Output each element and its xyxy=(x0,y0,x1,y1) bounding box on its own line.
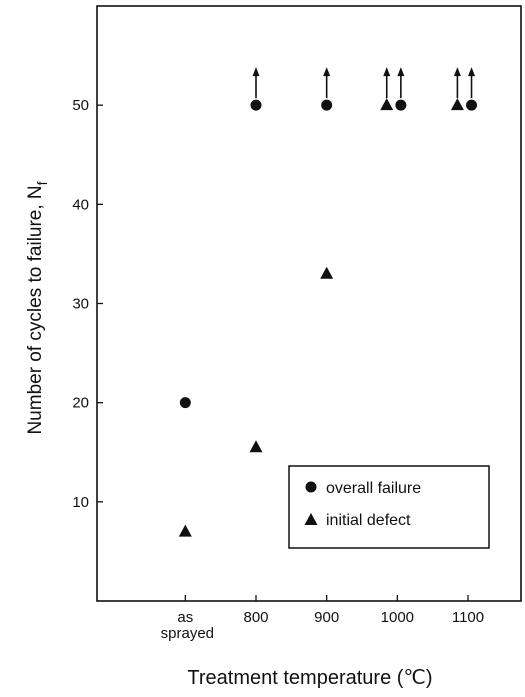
y-tick-label: 10 xyxy=(72,494,89,511)
runout-arrow-head xyxy=(252,67,260,77)
y-tick-label: 20 xyxy=(72,395,89,412)
runout-arrow-head xyxy=(468,67,476,77)
data-point-overall-failure xyxy=(250,99,262,111)
data-point-overall-failure xyxy=(466,99,478,111)
x-tick-label: 1000 xyxy=(381,609,414,626)
y-tick-label: 30 xyxy=(72,296,89,313)
y-axis-title-subscript: f xyxy=(34,181,50,185)
data-point-initial-defect xyxy=(320,266,334,279)
data-point-overall-failure xyxy=(321,99,333,111)
x-tick-label: 900 xyxy=(314,609,339,626)
y-tick-label: 50 xyxy=(72,97,89,114)
data-point-initial-defect xyxy=(450,98,464,111)
legend: overall failure initial defect xyxy=(288,465,490,549)
x-tick-label: 800 xyxy=(243,609,268,626)
svg-text:Number of cycles to failure, N: Number of cycles to failure, Nf xyxy=(25,181,50,434)
y-axis-title-main: Number of cycles to failure, N xyxy=(25,185,46,434)
y-axis-title: Number of cycles to failure, Nf xyxy=(25,181,50,434)
legend-label-initial-defect: initial defect xyxy=(326,512,411,529)
data-point-overall-failure xyxy=(395,99,407,111)
data-point-initial-defect xyxy=(380,98,394,111)
data-point-initial-defect xyxy=(178,524,192,537)
y-axis: 10 20 30 40 50 xyxy=(72,97,103,511)
runout-arrow-head xyxy=(323,67,331,77)
runout-arrow-head xyxy=(453,67,461,77)
y-tick-label: 40 xyxy=(72,196,89,213)
legend-marker-triangle xyxy=(304,513,318,525)
x-tick-label: sprayed xyxy=(161,625,214,642)
runout-arrow-head xyxy=(397,67,405,77)
legend-box xyxy=(288,465,490,549)
data-marks xyxy=(178,67,478,537)
x-tick-label: 1100 xyxy=(452,609,484,626)
legend-label-overall-failure: overall failure xyxy=(326,480,421,497)
runout-arrow-head xyxy=(383,67,391,77)
legend-marker-circle xyxy=(305,481,317,493)
data-point-overall-failure xyxy=(179,397,191,409)
data-point-initial-defect xyxy=(249,440,263,453)
x-tick-label: as xyxy=(177,609,193,626)
x-axis-title: Treatment temperature (℃) xyxy=(187,667,432,689)
